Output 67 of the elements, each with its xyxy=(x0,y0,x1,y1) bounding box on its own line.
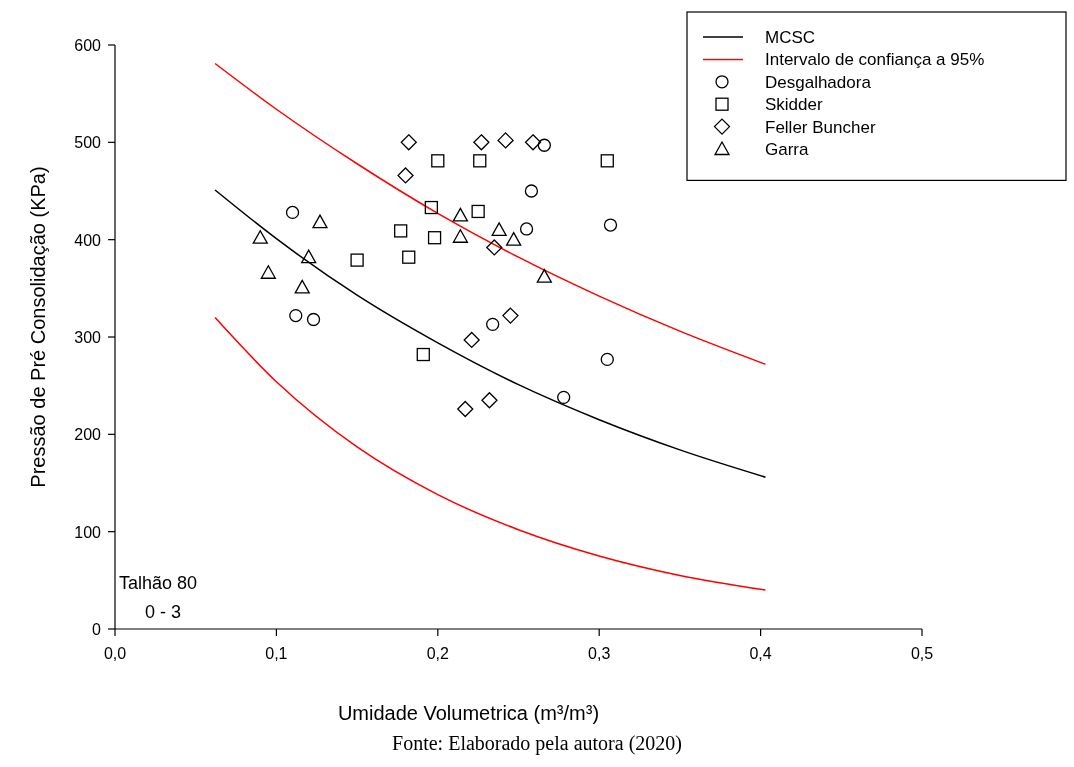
point xyxy=(537,138,551,152)
source-note: Fonte: Elaborado pela autora (2020) xyxy=(392,732,682,755)
point xyxy=(397,167,414,184)
point xyxy=(502,307,519,324)
x-tick-label: 0,5 xyxy=(910,645,934,662)
point xyxy=(600,352,614,367)
point xyxy=(536,269,552,283)
y-tick-label: 500 xyxy=(74,134,102,152)
point xyxy=(452,229,469,243)
point xyxy=(312,214,328,229)
y-tick-label: 400 xyxy=(74,231,102,249)
point xyxy=(252,230,268,244)
point xyxy=(471,204,485,219)
y-tick-label: 100 xyxy=(74,523,102,541)
y-tick-label: 200 xyxy=(74,426,102,444)
point xyxy=(306,312,321,327)
point xyxy=(603,218,618,232)
x-tick-label: 0,2 xyxy=(426,645,450,662)
point xyxy=(400,134,417,151)
legend-label: MCSC xyxy=(765,28,816,47)
y-tick-label: 0 xyxy=(92,621,102,638)
y-tick-label: 300 xyxy=(74,329,102,346)
point xyxy=(452,207,469,222)
point xyxy=(497,132,514,149)
point xyxy=(285,205,300,220)
point xyxy=(557,390,571,404)
point xyxy=(486,317,500,331)
point xyxy=(431,154,445,168)
point xyxy=(524,134,542,151)
y-axis-title: Pressão de Pré Consolidação (KPa) xyxy=(27,166,49,488)
line-series xyxy=(214,62,767,365)
annotation: Talhão 80 xyxy=(119,573,198,593)
x-tick-label: 0,4 xyxy=(749,645,772,662)
x-axis-title: Umidade Volumetrica (m³/m³) xyxy=(337,702,600,724)
point xyxy=(524,184,539,198)
legend-label: Skidder xyxy=(765,95,823,115)
point xyxy=(481,392,498,409)
point xyxy=(402,250,416,264)
x-tick-label: 0,1 xyxy=(265,645,288,662)
point xyxy=(506,232,522,246)
point xyxy=(424,200,438,215)
legend-label: Garra xyxy=(765,140,809,159)
point xyxy=(260,265,276,279)
x-tick-label: 0,0 xyxy=(103,645,127,662)
point xyxy=(416,347,430,362)
point xyxy=(519,222,534,236)
legend-label: Feller Buncher xyxy=(765,117,876,137)
legend-label: Intervalo de confiança a 95% xyxy=(765,50,985,70)
annotation: 0 - 3 xyxy=(145,602,182,622)
x-tick-label: 0,3 xyxy=(588,645,611,662)
point xyxy=(294,279,310,294)
legend-label: Desgalhadora xyxy=(765,72,872,92)
point xyxy=(427,231,442,245)
line-series xyxy=(214,316,767,591)
point xyxy=(473,154,487,168)
point xyxy=(457,400,474,418)
point xyxy=(394,224,408,238)
point xyxy=(486,239,503,256)
point xyxy=(350,253,364,267)
point xyxy=(600,154,614,168)
point xyxy=(463,331,480,349)
point xyxy=(491,222,507,237)
point xyxy=(289,308,303,323)
point xyxy=(473,134,490,151)
point xyxy=(301,249,317,264)
line-series xyxy=(214,189,767,478)
y-tick-label: 600 xyxy=(74,37,102,54)
